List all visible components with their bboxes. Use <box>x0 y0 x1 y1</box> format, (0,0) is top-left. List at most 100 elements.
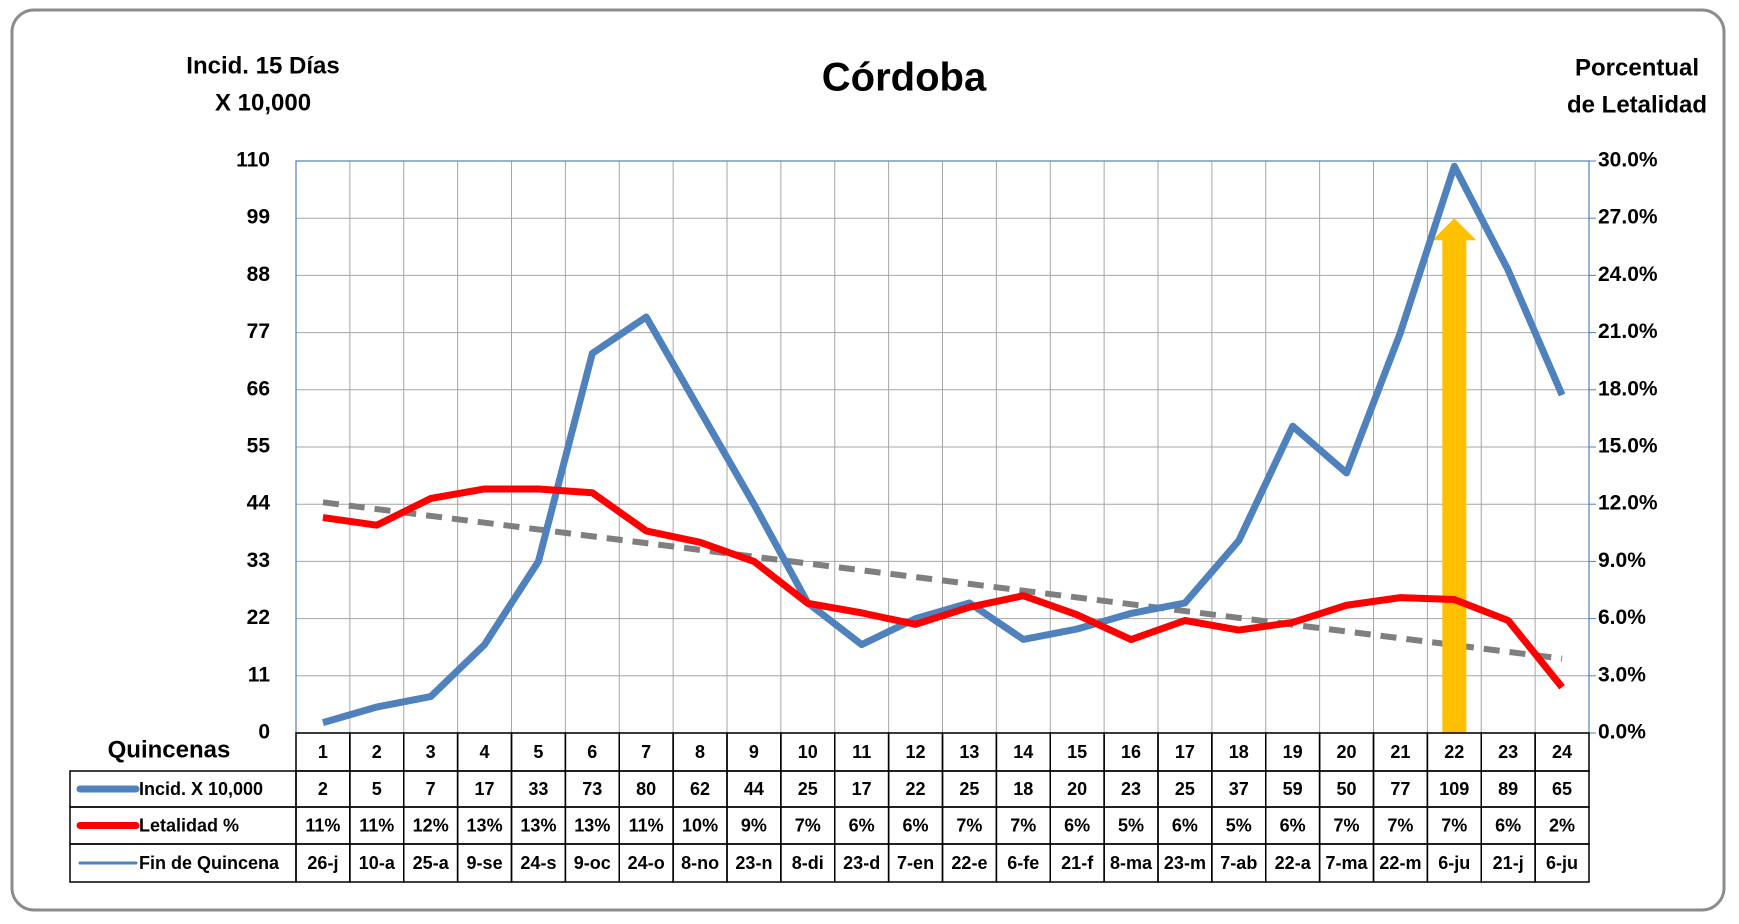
table-date: 22-m <box>1379 853 1421 873</box>
y-tick-label: 66 <box>247 377 270 400</box>
table-value: 23 <box>1121 779 1141 799</box>
x-tick-label: 23 <box>1498 742 1518 762</box>
y-tick-label: 88 <box>247 263 271 286</box>
table-value: 17 <box>475 779 495 799</box>
legend-label: Letalidad % <box>139 815 239 835</box>
table-value: 13% <box>467 815 503 835</box>
table-value: 5% <box>1118 815 1144 835</box>
x-tick-label: 16 <box>1121 742 1141 762</box>
table-value: 2% <box>1549 815 1575 835</box>
table-value: 44 <box>744 779 764 799</box>
table-value: 18 <box>1013 779 1033 799</box>
chart-frame <box>10 8 1726 912</box>
table-date: 22-e <box>951 853 987 873</box>
y-axis-title: X 10,000 <box>215 89 311 116</box>
table-value: 5% <box>1226 815 1252 835</box>
x-tick-label: 21 <box>1390 742 1410 762</box>
y2-tick-label: 27.0% <box>1598 206 1658 229</box>
table-value: 73 <box>582 779 602 799</box>
table-value: 7% <box>795 815 821 835</box>
table-date: 8-di <box>792 853 824 873</box>
table-value: 7% <box>956 815 982 835</box>
x-tick-label: 22 <box>1444 742 1464 762</box>
table-date: 7-ab <box>1220 853 1257 873</box>
table-value: 25 <box>959 779 979 799</box>
table-value: 7% <box>1334 815 1360 835</box>
table-date: 26-j <box>307 853 338 873</box>
y2-axis-title: Porcentual <box>1575 54 1699 81</box>
y2-tick-label: 18.0% <box>1598 377 1658 400</box>
y2-tick-label: 12.0% <box>1598 492 1658 515</box>
table-value: 22 <box>906 779 926 799</box>
table-value: 2 <box>318 779 328 799</box>
table-date: 9-se <box>467 853 503 873</box>
table-date: 22-a <box>1275 853 1312 873</box>
table-value: 10% <box>682 815 718 835</box>
table-value: 20 <box>1067 779 1087 799</box>
table-value: 89 <box>1498 779 1518 799</box>
table-date: 8-ma <box>1110 853 1153 873</box>
table-date: 9-oc <box>574 853 611 873</box>
table-value: 11% <box>629 815 664 835</box>
y2-tick-label: 30.0% <box>1598 149 1658 172</box>
x-tick-label: 17 <box>1175 742 1195 762</box>
y-tick-label: 99 <box>247 206 270 229</box>
table-value: 37 <box>1229 779 1249 799</box>
table-date: 7-ma <box>1326 853 1369 873</box>
table-value: 6% <box>1064 815 1090 835</box>
y2-axis-title: de Letalidad <box>1567 91 1707 118</box>
x-axis-title: Quincenas <box>108 736 231 763</box>
table-value: 59 <box>1283 779 1303 799</box>
table-date: 23-d <box>843 853 880 873</box>
x-tick-label: 1 <box>318 742 328 762</box>
table-value: 25 <box>1175 779 1195 799</box>
x-tick-label: 15 <box>1067 742 1087 762</box>
table-value: 109 <box>1439 779 1469 799</box>
table-value: 65 <box>1552 779 1572 799</box>
trendline <box>322 499 1563 662</box>
x-tick-label: 7 <box>641 742 651 762</box>
y2-tick-label: 21.0% <box>1598 320 1658 343</box>
y-axis-title: Incid. 15 Días <box>186 52 339 79</box>
chart-title: Córdoba <box>822 56 987 100</box>
series-line <box>321 162 1566 726</box>
table-value: 13% <box>574 815 610 835</box>
y-tick-label: 55 <box>247 435 271 458</box>
x-tick-label: 11 <box>852 742 871 762</box>
table-value: 25 <box>798 779 818 799</box>
table-value: 6% <box>1172 815 1198 835</box>
table-value: 6% <box>849 815 875 835</box>
table-date: 23-m <box>1164 853 1206 873</box>
x-tick-label: 12 <box>906 742 926 762</box>
table-date: 21-j <box>1493 853 1524 873</box>
x-tick-label: 2 <box>372 742 382 762</box>
table-value: 13% <box>520 815 556 835</box>
x-tick-label: 20 <box>1337 742 1357 762</box>
table-value: 62 <box>690 779 710 799</box>
y-tick-label: 44 <box>247 492 271 515</box>
x-tick-label: 8 <box>695 742 705 762</box>
table-value: 6% <box>903 815 929 835</box>
table-value: 7% <box>1387 815 1413 835</box>
table-value: 7% <box>1010 815 1036 835</box>
table-value: 80 <box>636 779 656 799</box>
y2-tick-label: 24.0% <box>1598 263 1658 286</box>
y-tick-label: 11 <box>248 663 271 686</box>
table-date: 10-a <box>359 853 396 873</box>
table-value: 77 <box>1390 779 1410 799</box>
y-tick-label: 77 <box>247 320 270 343</box>
table-cell <box>69 843 297 883</box>
table-date: 25-a <box>413 853 450 873</box>
table-value: 17 <box>852 779 872 799</box>
legend-label: Incid. X 10,000 <box>139 779 263 799</box>
table-value: 9% <box>741 815 767 835</box>
x-tick-label: 19 <box>1283 742 1303 762</box>
table-date: 24-s <box>520 853 556 873</box>
table-value: 33 <box>528 779 548 799</box>
table-value: 6% <box>1495 815 1521 835</box>
y-tick-label: 33 <box>247 549 270 572</box>
x-tick-label: 14 <box>1013 742 1033 762</box>
table-value: 12% <box>413 815 449 835</box>
table-value: 7% <box>1441 815 1467 835</box>
y2-tick-label: 6.0% <box>1598 606 1646 629</box>
